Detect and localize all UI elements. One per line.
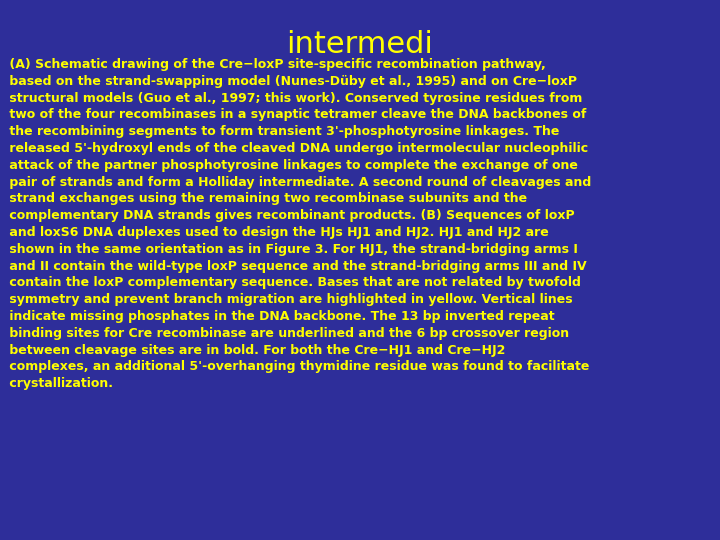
Text: (A) Schematic drawing of the Cre−loxP site-specific recombination pathway,
 base: (A) Schematic drawing of the Cre−loxP si…: [5, 58, 591, 390]
Text: intermedi: intermedi: [287, 30, 433, 59]
